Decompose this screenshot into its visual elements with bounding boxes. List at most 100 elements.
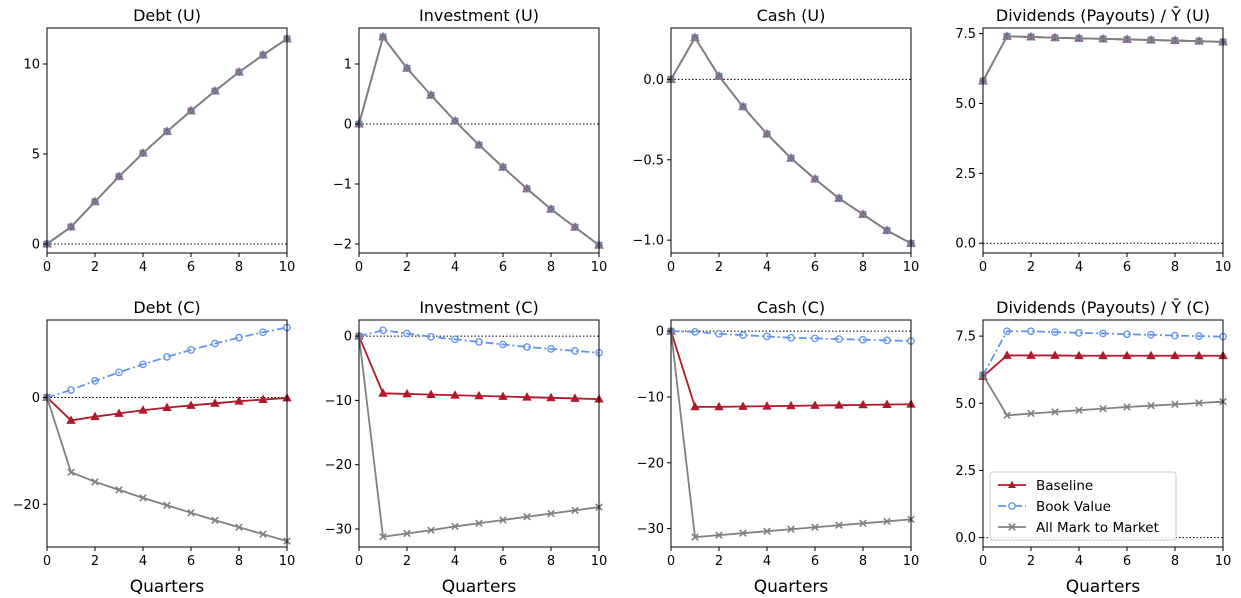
series-line <box>982 35 1224 82</box>
y-tick-label: 2.5 <box>955 464 976 479</box>
x-tick-label: 10 <box>903 260 920 275</box>
series-line <box>358 335 600 538</box>
data-point <box>211 87 219 95</box>
data-point <box>883 336 891 345</box>
subplot-title: Investment (U) <box>419 6 539 25</box>
data-point <box>427 91 435 100</box>
data-point <box>787 154 795 162</box>
x-tick-label: 6 <box>187 554 195 569</box>
x-tick-label: 10 <box>279 554 296 569</box>
y-tick-label: 5.0 <box>955 97 976 112</box>
y-tick-label: 0.0 <box>955 237 976 252</box>
subplot-title: Investment (C) <box>419 298 538 317</box>
data-point <box>91 197 99 206</box>
series-line <box>670 35 912 245</box>
y-tick-label: 0.0 <box>955 531 976 546</box>
y-tick-label: −10 <box>637 390 664 405</box>
data-point <box>811 334 819 343</box>
x-tick-label: 8 <box>1171 260 1179 275</box>
x-tick-label: 4 <box>763 554 771 569</box>
data-point <box>451 335 459 344</box>
data-point <box>499 340 507 349</box>
data-point <box>498 391 508 400</box>
series-line <box>982 35 1224 82</box>
data-point <box>715 72 723 80</box>
data-point <box>427 91 435 99</box>
data-point <box>714 401 724 411</box>
y-tick-label: 0 <box>32 391 40 406</box>
data-point <box>523 513 531 521</box>
x-tick-label: 10 <box>903 554 920 569</box>
data-point <box>763 527 771 535</box>
data-point <box>138 405 148 414</box>
plot-frame <box>982 319 1224 548</box>
x-tick-label: 10 <box>1215 554 1232 569</box>
data-point <box>1075 406 1083 415</box>
y-tick-label: 0 <box>32 238 40 253</box>
data-point <box>739 102 747 111</box>
data-point <box>427 332 435 341</box>
subplot: Cash (U) 0 2 4 6 8 10 −1.0 −0.5 0.0 <box>632 6 919 275</box>
data-point <box>114 408 124 417</box>
x-axis-label: Quarters <box>1066 577 1141 597</box>
data-point <box>235 68 243 76</box>
data-point <box>691 33 699 42</box>
data-point <box>163 127 171 136</box>
data-point <box>835 521 843 530</box>
y-tick-label: −1 <box>333 178 352 193</box>
x-tick-label: 10 <box>1215 260 1232 275</box>
x-tick-label: 6 <box>1123 554 1131 569</box>
subplot-title: Cash (C) <box>757 298 825 317</box>
subplot: Investment (C) 0 2 4 6 8 10 −30 −20 −10 0 Quarters <box>325 298 608 597</box>
series-line <box>982 35 1224 82</box>
data-point <box>1171 400 1179 409</box>
data-point <box>835 194 843 203</box>
data-point <box>715 329 723 338</box>
x-tick-label: 6 <box>811 554 819 569</box>
data-point <box>91 377 99 385</box>
data-point <box>546 392 556 402</box>
x-tick-label: 4 <box>1075 260 1083 275</box>
data-point <box>235 523 243 532</box>
subplot-title: Dividends (Payouts) / Ȳ (C) <box>996 298 1210 317</box>
data-point <box>450 390 460 399</box>
data-point <box>547 205 555 214</box>
data-point <box>115 486 123 494</box>
x-tick-label: 4 <box>139 554 147 569</box>
x-tick-label: 6 <box>1123 260 1131 275</box>
data-point <box>427 526 435 535</box>
subplot: Dividends (Payouts) / Ȳ (U) 0 2 4 6 8 10 0.0 2.5… <box>955 6 1231 275</box>
x-tick-label: 8 <box>859 554 867 569</box>
y-tick-label: 5 <box>32 148 40 163</box>
data-point <box>1147 401 1155 410</box>
legend-label: All Mark to Market <box>1036 520 1159 536</box>
data-point <box>1195 399 1203 407</box>
y-tick-label: −20 <box>325 458 352 473</box>
data-point <box>691 327 699 336</box>
data-point <box>234 396 244 405</box>
series-line <box>358 329 600 354</box>
data-point <box>547 345 555 353</box>
data-point <box>235 68 243 76</box>
data-point <box>210 398 220 407</box>
data-point <box>547 205 555 213</box>
data-point <box>403 64 411 73</box>
x-tick-label: 8 <box>859 260 867 275</box>
y-tick-label: 7.5 <box>955 27 976 42</box>
data-point <box>1051 328 1059 336</box>
subplot-title: Cash (U) <box>757 6 826 25</box>
series-line <box>670 330 912 342</box>
data-point <box>522 392 532 401</box>
data-point <box>403 529 411 538</box>
subplot-title: Debt (C) <box>133 298 200 317</box>
data-point <box>259 530 267 538</box>
legend-marker <box>1008 523 1016 531</box>
data-point <box>499 163 507 172</box>
data-point <box>523 184 531 193</box>
data-point <box>475 338 483 346</box>
subplot: Dividends (Payouts) / Ȳ (C) 0 2 4 6 8 10 0.0 2.5… <box>955 298 1231 597</box>
series-line <box>46 326 288 399</box>
data-point <box>763 332 771 341</box>
data-point <box>1075 329 1083 337</box>
data-point <box>211 87 219 95</box>
